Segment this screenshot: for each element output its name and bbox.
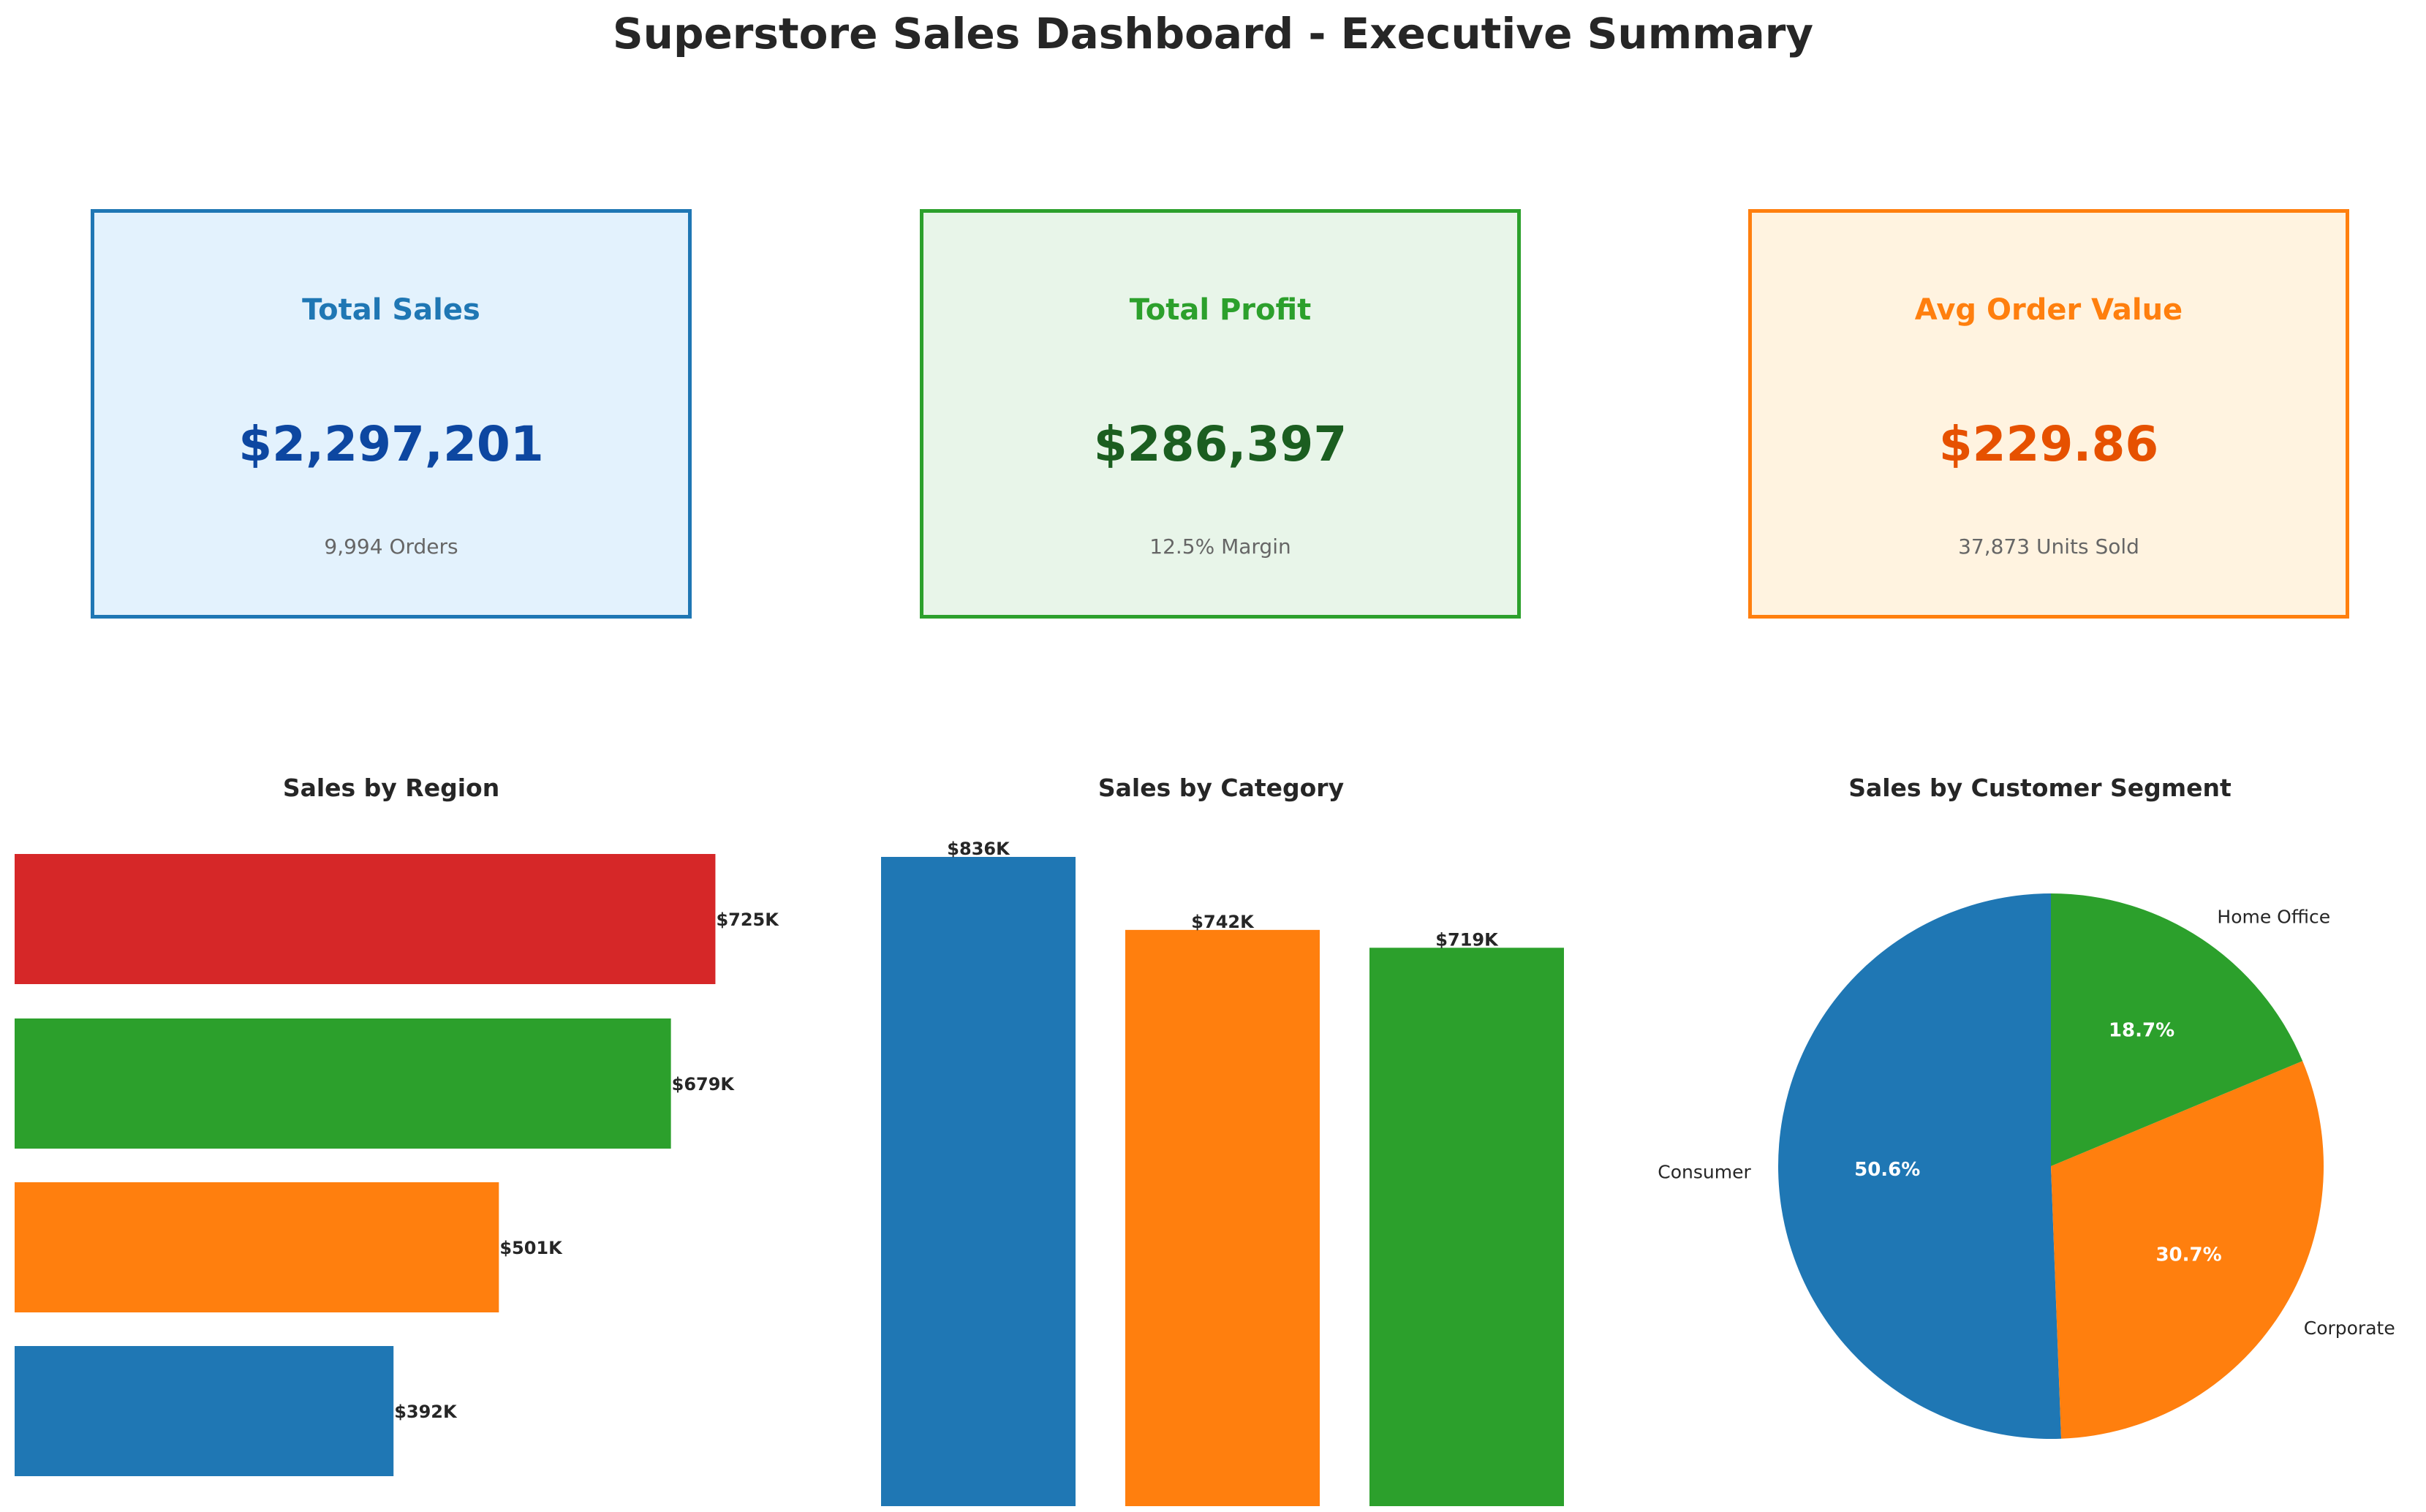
region-bar — [15, 1346, 394, 1476]
pie-percent-label: 18.7% — [2109, 1020, 2174, 1042]
region-bar-value-label: $725K — [716, 910, 779, 930]
category-bar — [1369, 948, 1564, 1506]
kpi-subtitle: 37,873 Units Sold — [1958, 534, 2139, 559]
kpi-value: $229.86 — [1938, 416, 2159, 472]
region-bar-value-label: $392K — [394, 1402, 458, 1422]
pie-category-label: Home Office — [2217, 906, 2330, 927]
segment-chart-title: Sales by Customer Segment — [1848, 774, 2232, 802]
category-bar-value-label: $836K — [947, 839, 1010, 859]
pie-percent-label: 50.6% — [1854, 1159, 1920, 1181]
kpi-value: $286,397 — [1093, 416, 1348, 472]
category-bar-value-label: $719K — [1435, 929, 1499, 950]
pie-slice — [1778, 893, 2062, 1439]
kpi-value: $2,297,201 — [238, 416, 544, 472]
kpi-card-total-profit: Total Profit $286,397 12.5% Margin — [920, 209, 1521, 619]
kpi-card-total-sales: Total Sales $2,297,201 9,994 Orders — [91, 209, 692, 619]
kpi-subtitle: 12.5% Margin — [1149, 534, 1291, 559]
region-bar — [15, 854, 716, 984]
category-bar-value-label: $742K — [1191, 912, 1255, 932]
region-bar-value-label: $679K — [672, 1074, 736, 1095]
page-title: Superstore Sales Dashboard - Executive S… — [612, 9, 1814, 58]
region-bar-value-label: $501K — [499, 1238, 563, 1258]
pie-category-label: Consumer — [1658, 1162, 1751, 1183]
region-bar-chart: $725K $679K $501K $392K — [15, 854, 779, 1476]
region-bar — [15, 1182, 499, 1312]
region-chart-title: Sales by Region — [282, 774, 500, 802]
pie-percent-label: 30.7% — [2155, 1244, 2221, 1266]
kpi-card-avg-order-value: Avg Order Value $229.86 37,873 Units Sol… — [1748, 209, 2349, 619]
region-bar — [15, 1018, 671, 1149]
pie-category-label: Corporate — [2304, 1318, 2395, 1339]
segment-pie-chart: 50.6% Consumer 30.7% Corporate 18.7% Home Off… — [1658, 893, 2395, 1439]
kpi-subtitle: 9,994 Orders — [324, 534, 458, 559]
pie-slice — [2051, 893, 2303, 1166]
kpi-title: Avg Order Value — [1914, 293, 2183, 327]
category-bar — [1125, 929, 1320, 1506]
kpi-title: Total Profit — [1129, 293, 1312, 327]
pie-slice — [2051, 1061, 2324, 1439]
category-bar-chart: $836K $742K $719K — [881, 839, 1564, 1506]
category-chart-title: Sales by Category — [1097, 774, 1345, 802]
category-bar — [881, 857, 1076, 1506]
kpi-title: Total Sales — [302, 293, 480, 327]
